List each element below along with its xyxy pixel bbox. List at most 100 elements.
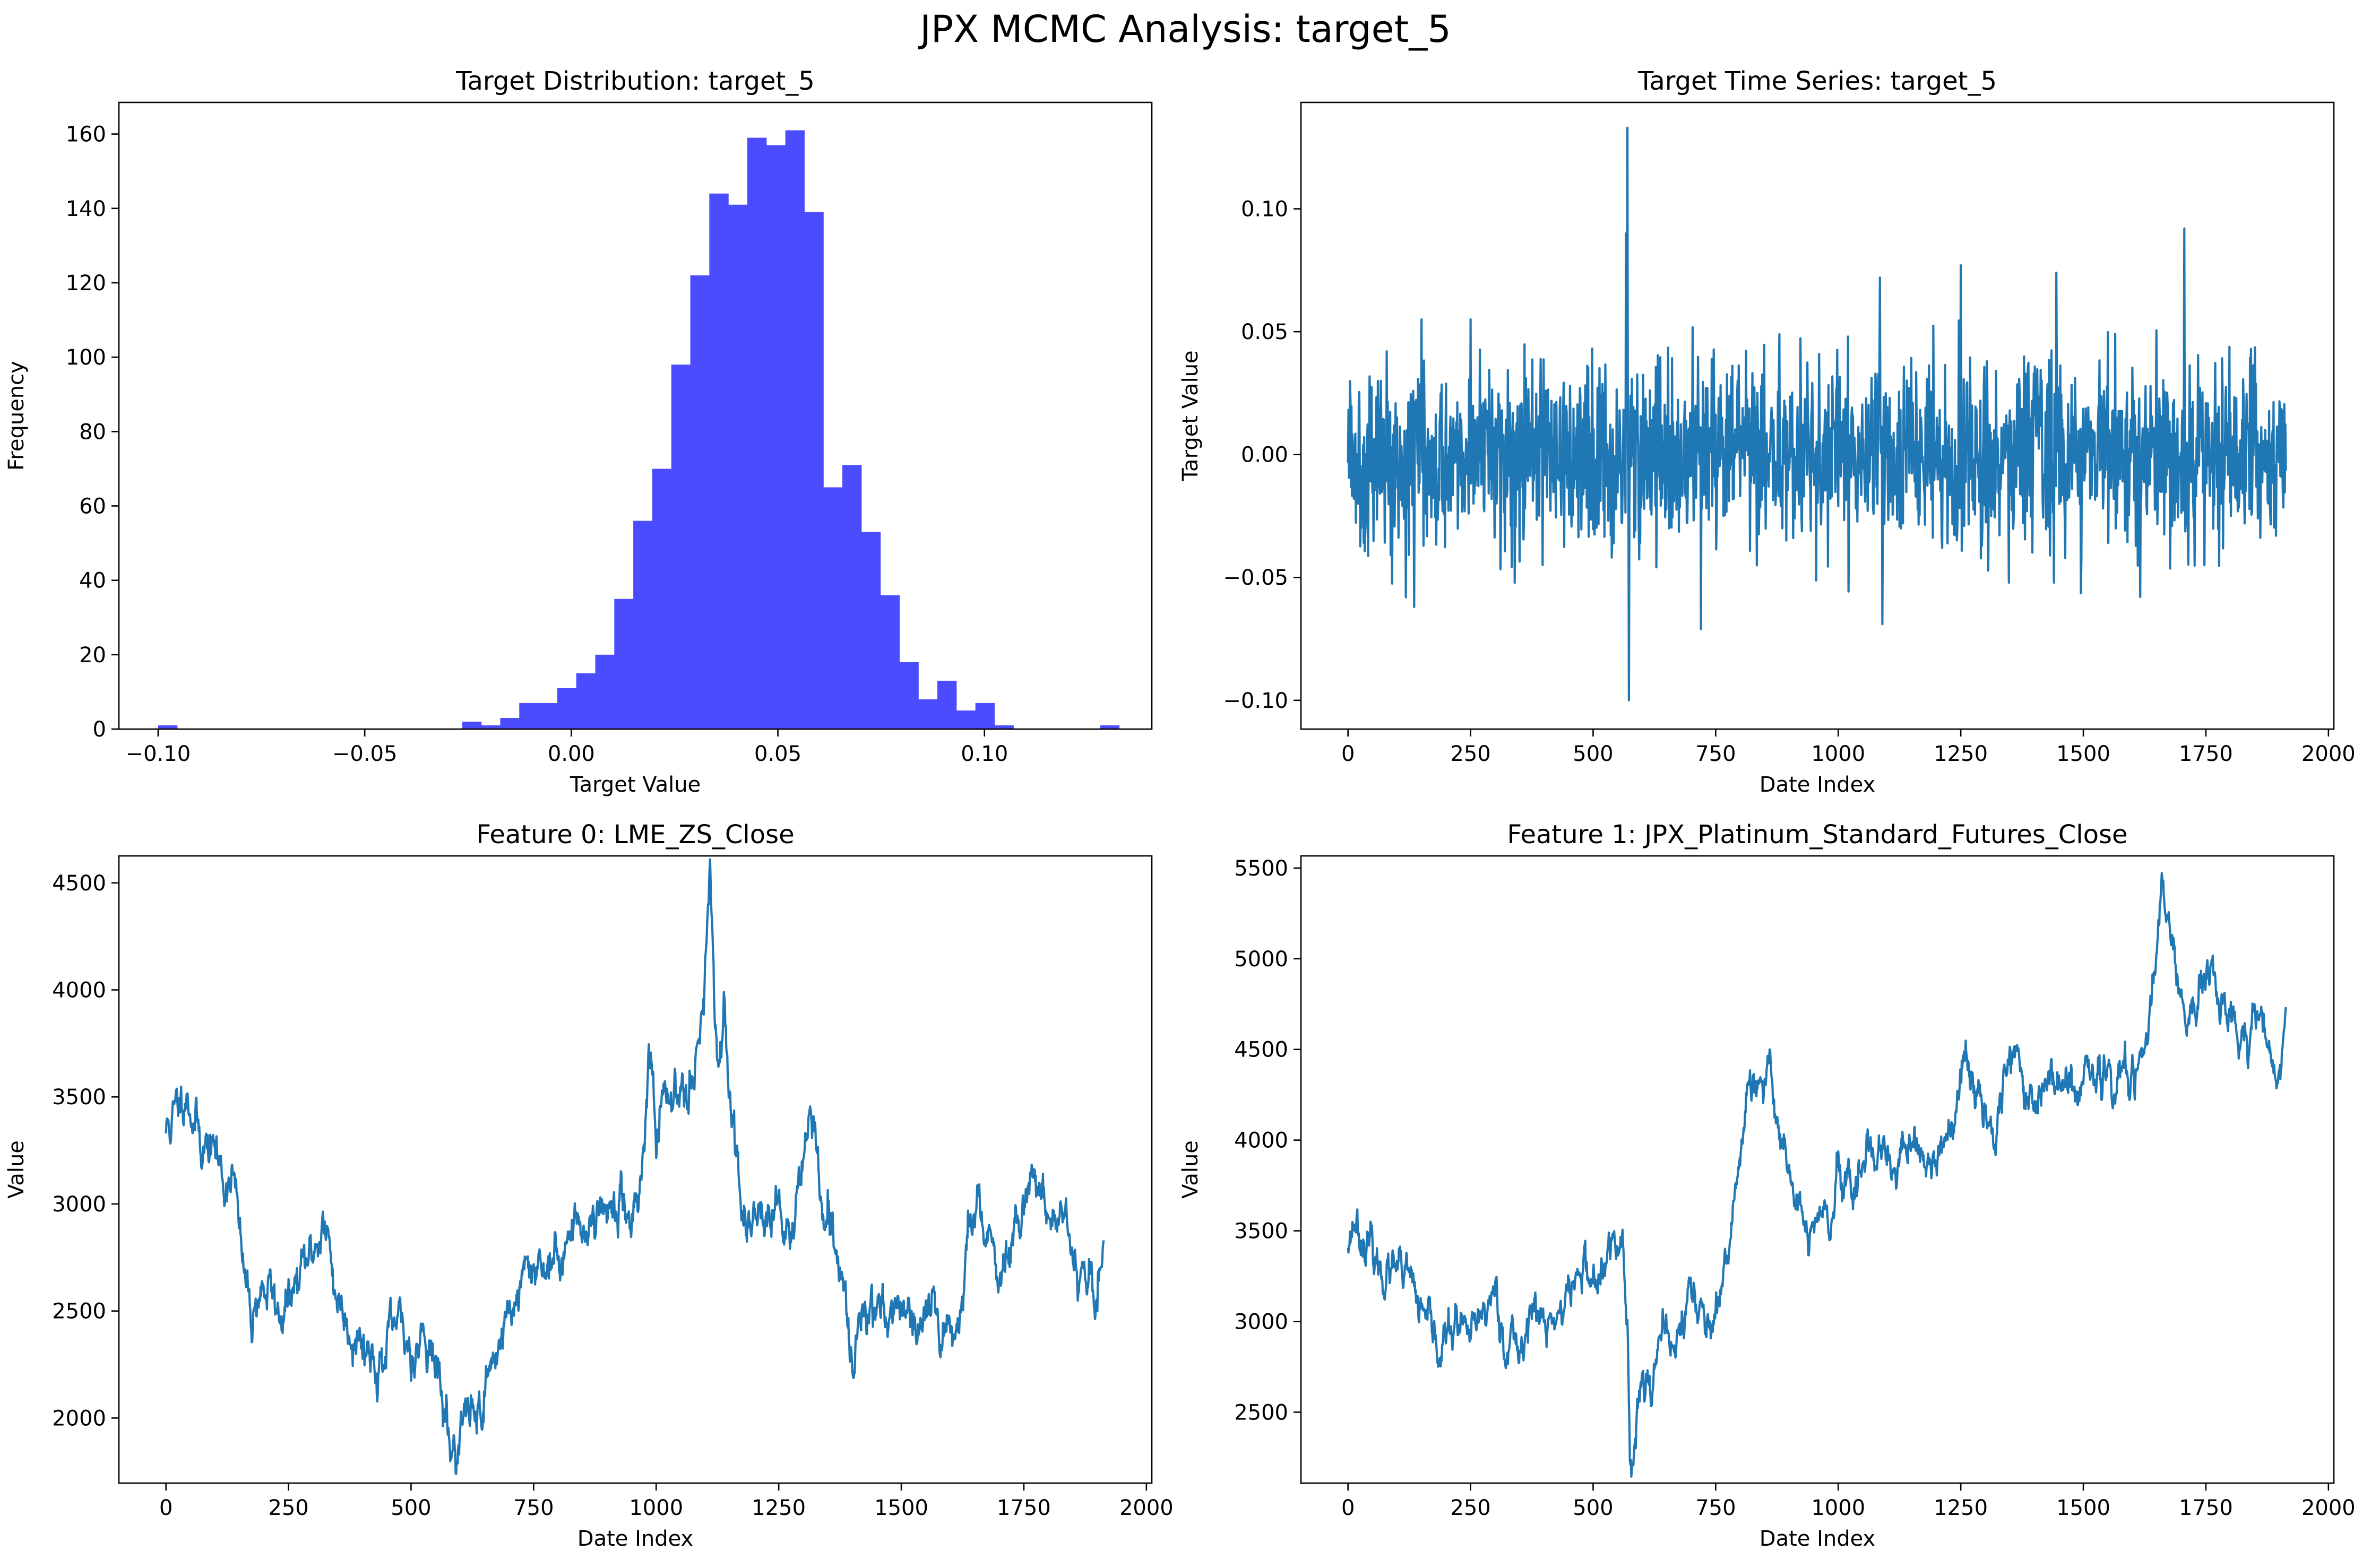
- y-tick-label: 160: [66, 123, 106, 147]
- y-tick-label: 120: [66, 271, 106, 296]
- x-tick-label: 250: [1450, 1496, 1490, 1520]
- subplot-title: Target Time Series: target_5: [1637, 66, 1997, 96]
- x-tick-label: 0: [1341, 1496, 1355, 1520]
- y-tick-label: 4000: [52, 978, 106, 1003]
- y-tick-label: 4000: [1234, 1129, 1288, 1153]
- x-tick-label: 1250: [1934, 1496, 1988, 1520]
- histogram-bar: [690, 275, 710, 729]
- y-tick-label: 4500: [1234, 1038, 1288, 1062]
- histogram-bar: [595, 654, 615, 729]
- y-tick-label: 3000: [52, 1192, 106, 1217]
- y-tick-label: 4500: [52, 871, 106, 896]
- histogram-bar: [576, 673, 596, 729]
- y-tick-label: 3500: [1234, 1219, 1288, 1244]
- x-axis-label: Date Index: [1760, 1527, 1875, 1551]
- histogram-bar: [500, 717, 520, 729]
- x-tick-label: 1250: [1934, 742, 1988, 766]
- histogram-bar: [861, 532, 881, 729]
- histogram-bar: [557, 688, 577, 729]
- series-line: [1347, 872, 2287, 1478]
- y-axis-label: Frequency: [4, 361, 29, 471]
- x-tick-label: 2000: [2301, 742, 2356, 766]
- histogram-bar: [158, 725, 178, 729]
- histogram-bar: [481, 725, 501, 729]
- x-tick-label: 0: [159, 1496, 173, 1520]
- histogram-bar: [671, 365, 691, 729]
- x-tick-label: 2000: [1119, 1496, 1174, 1520]
- x-tick-label: 500: [391, 1496, 431, 1520]
- y-tick-label: 3500: [52, 1085, 106, 1110]
- histogram-bar: [766, 145, 786, 729]
- plot-area: [1347, 872, 2287, 1478]
- histogram-bar: [918, 699, 938, 729]
- x-tick-label: 1000: [1811, 1496, 1865, 1520]
- y-axis-label: Value: [4, 1140, 29, 1199]
- x-tick-label: 500: [1573, 1496, 1613, 1520]
- histogram-bar: [865, 725, 884, 729]
- x-tick-label: 1750: [997, 1496, 1051, 1520]
- subplot-title: Target Distribution: target_5: [455, 66, 815, 96]
- histogram-bar: [975, 703, 995, 729]
- y-tick-label: 0: [93, 717, 106, 742]
- histogram-bar: [994, 725, 1014, 729]
- subplot-3: 0 250 500 750 1000 1250 1500 1750 2000 2500 3000 35…: [1178, 820, 2356, 1551]
- subplot-1: 0 250 500 750 1000 1250 1500 1750 2000 −0.10 −0.05…: [1178, 66, 2356, 797]
- x-tick-label: 250: [1450, 742, 1490, 766]
- y-tick-label: 0.00: [1241, 443, 1288, 467]
- x-tick-label: 0.05: [754, 742, 801, 766]
- plot-area: [1347, 126, 2287, 701]
- subplot-title: Feature 0: LME_ZS_Close: [476, 820, 794, 850]
- y-tick-label: 3000: [1234, 1310, 1288, 1334]
- x-tick-label: −0.10: [126, 742, 191, 766]
- x-tick-label: 750: [513, 1496, 554, 1520]
- y-tick-label: 20: [79, 643, 106, 668]
- histogram-bar: [614, 599, 634, 729]
- subplot-0: −0.10 −0.05 0.00 0.05 0.10 0 20 40 60 80 100 120 140…: [4, 66, 1153, 797]
- x-tick-label: 1250: [752, 1496, 806, 1520]
- y-tick-label: 100: [66, 345, 106, 370]
- y-tick-label: 80: [79, 420, 106, 444]
- series-line: [1347, 126, 2287, 701]
- y-tick-label: 140: [66, 197, 106, 221]
- y-axis-label: Value: [1178, 1140, 1203, 1199]
- x-tick-label: 1750: [2179, 1496, 2233, 1520]
- histogram-bar: [823, 487, 843, 729]
- plot-area: [165, 858, 1105, 1475]
- y-tick-label: 40: [79, 569, 106, 593]
- y-tick-label: 5000: [1234, 947, 1288, 972]
- x-tick-label: −0.05: [332, 742, 398, 766]
- x-tick-label: 750: [1695, 742, 1736, 766]
- histogram-bar: [747, 137, 767, 729]
- histogram-bar: [880, 595, 900, 729]
- plot-area: [158, 130, 1120, 729]
- histogram-bar: [844, 725, 864, 729]
- histogram-bar: [807, 725, 826, 729]
- histogram-bar: [899, 662, 919, 729]
- x-tick-label: 0: [1341, 742, 1355, 766]
- y-tick-label: 0.10: [1241, 197, 1288, 222]
- histogram-bar: [633, 521, 653, 729]
- axes-frame: [118, 101, 1153, 730]
- axes-frame: [1300, 101, 2335, 730]
- y-tick-label: 2000: [52, 1406, 106, 1431]
- y-axis-label: Target Value: [1178, 350, 1203, 481]
- y-tick-label: 60: [79, 494, 106, 518]
- x-tick-label: 1500: [2056, 742, 2110, 766]
- y-tick-label: 0.05: [1241, 320, 1288, 344]
- histogram-bar: [728, 204, 748, 729]
- histogram-bar: [842, 465, 862, 729]
- x-tick-label: 0.00: [548, 742, 595, 766]
- x-tick-label: 0.10: [961, 742, 1008, 766]
- y-tick-label: −0.05: [1223, 566, 1288, 590]
- x-tick-label: 1750: [2179, 742, 2233, 766]
- histogram-bar: [709, 193, 729, 729]
- x-tick-label: 500: [1573, 742, 1613, 766]
- histogram-bar: [951, 725, 971, 729]
- y-tick-label: −0.10: [1223, 689, 1288, 713]
- histogram-bar: [519, 703, 539, 729]
- x-axis-label: Date Index: [1760, 773, 1875, 797]
- histogram-bar: [910, 725, 930, 729]
- histogram-bar: [462, 721, 482, 729]
- x-tick-label: 1000: [1811, 742, 1865, 766]
